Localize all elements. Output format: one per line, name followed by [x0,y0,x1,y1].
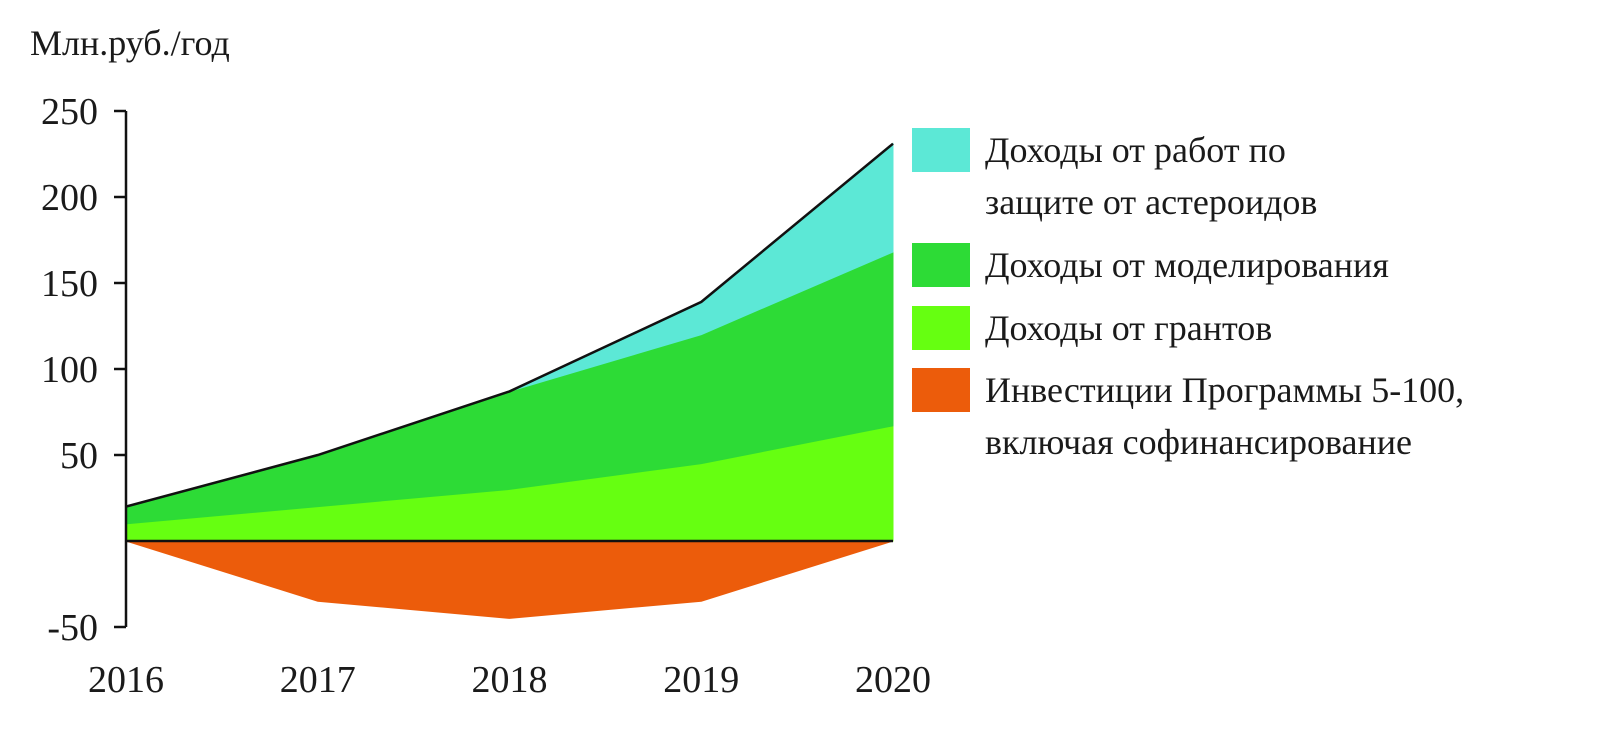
y-tick-label: 50 [60,435,98,477]
legend-swatch [912,368,970,412]
chart-axes: -50 50 100 150 200 250 2016 2017 2018 2019 2020 Млн… [30,23,931,701]
legend-item: Доходы от моделирования [912,243,1389,287]
x-tick-label: 2018 [472,659,548,701]
y-tick-label: 250 [41,91,98,133]
chart-areas [125,142,894,619]
legend-swatch [912,128,970,172]
legend-item: Доходы от работ по защите от астероидов [912,128,1317,222]
legend-swatch [912,306,970,350]
legend-item: Инвестиции Программы 5-100, включая софин… [912,368,1464,462]
legend-label: Доходы от моделирования [985,245,1389,285]
legend-label: Доходы от работ по [985,130,1286,170]
total-outline [125,142,894,508]
legend-label: защите от астероидов [985,182,1317,222]
x-tick-label: 2019 [663,659,739,701]
area-investment [125,540,894,619]
y-tick-label: 200 [41,177,98,219]
x-tick-label: 2020 [855,659,931,701]
x-tick-label: 2016 [88,659,164,701]
y-tick-label: -50 [47,607,98,649]
legend-label: Доходы от грантов [985,308,1272,348]
y-axis-unit-label: Млн.руб./год [30,23,230,63]
x-tick-label: 2017 [280,659,356,701]
y-tick-label: 150 [41,263,98,305]
legend-label: Инвестиции Программы 5-100, [985,370,1464,410]
y-tick-label: 100 [41,349,98,391]
legend-item: Доходы от грантов [912,306,1272,350]
legend-swatch [912,243,970,287]
legend-label: включая софинансирование [985,422,1412,462]
